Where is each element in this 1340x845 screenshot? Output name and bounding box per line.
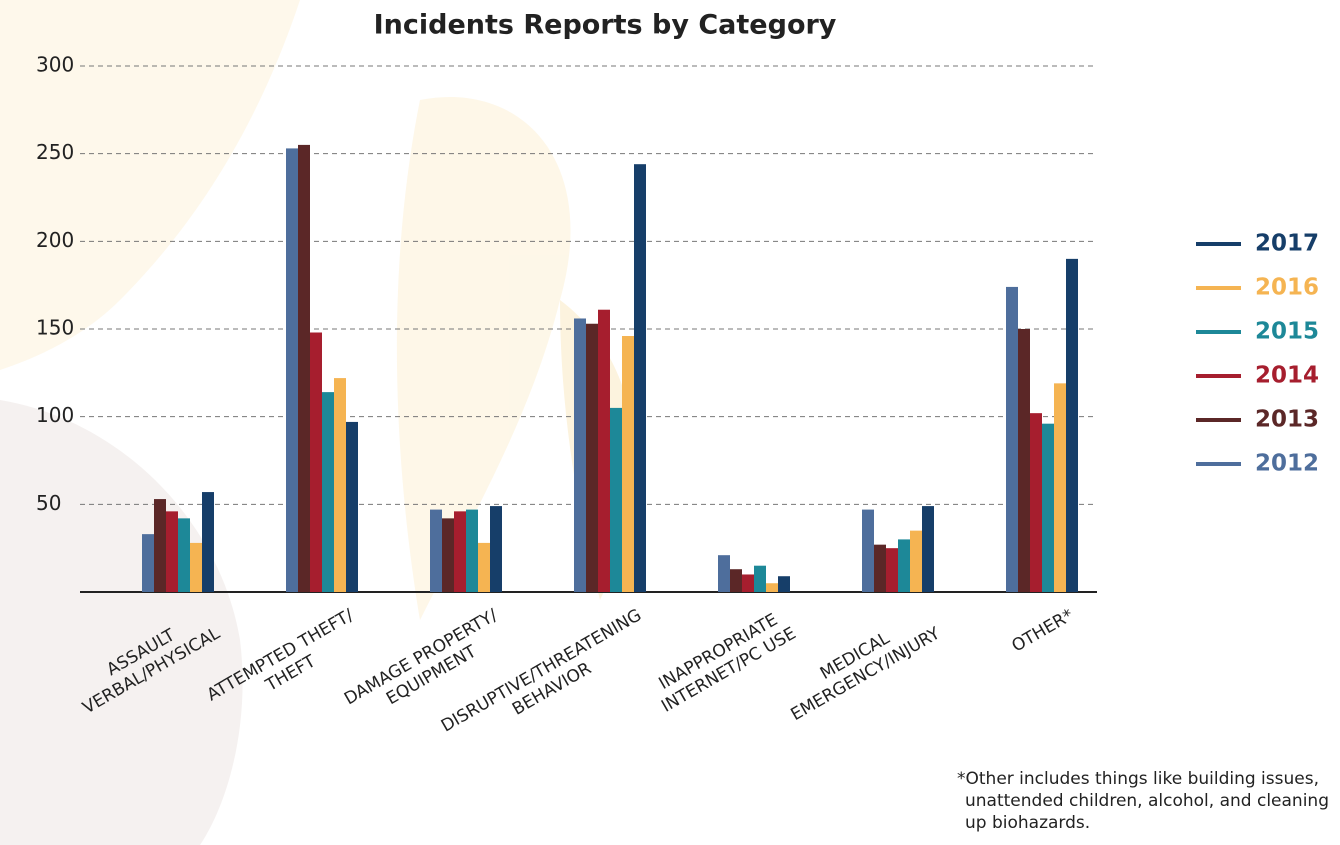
bar <box>430 509 442 592</box>
legend-label: 2015 <box>1255 319 1319 345</box>
bar <box>154 499 166 592</box>
y-tick-label: 300 <box>36 53 74 77</box>
bar <box>166 511 178 592</box>
bar <box>778 576 790 592</box>
bar <box>574 318 586 592</box>
bar <box>454 511 466 592</box>
bar <box>1054 383 1066 592</box>
background-decoration <box>0 0 635 845</box>
bar <box>862 509 874 592</box>
bar <box>490 506 502 592</box>
y-tick-label: 150 <box>36 316 74 340</box>
bar <box>310 332 322 592</box>
bar <box>286 148 298 592</box>
bar <box>346 421 358 592</box>
bar <box>1006 286 1018 592</box>
bar <box>874 544 886 592</box>
bar <box>466 509 478 592</box>
bar <box>190 542 202 592</box>
legend-label: 2017 <box>1255 231 1319 257</box>
bar <box>1066 258 1078 592</box>
footnote-line: up biohazards. <box>965 813 1090 833</box>
bar <box>754 565 766 592</box>
legend-label: 2012 <box>1255 451 1319 477</box>
bar <box>910 530 922 592</box>
bar <box>1030 413 1042 592</box>
legend-label: 2016 <box>1255 275 1319 301</box>
bar <box>178 518 190 592</box>
bar <box>586 323 598 592</box>
bar <box>610 407 622 592</box>
y-tick-label: 100 <box>36 403 74 427</box>
bar <box>766 583 778 592</box>
footnote-line: unattended children, alcohol, and cleani… <box>965 791 1329 811</box>
bar <box>334 378 346 592</box>
bar <box>886 548 898 592</box>
bar <box>142 534 154 592</box>
bar <box>1018 329 1030 592</box>
legend-label: 2013 <box>1255 407 1319 433</box>
bar <box>442 518 454 592</box>
bar <box>202 492 214 592</box>
footnote-line: *Other includes things like building iss… <box>957 769 1319 789</box>
bar <box>898 539 910 592</box>
chart-title: Incidents Reports by Category <box>374 10 837 41</box>
legend-label: 2014 <box>1255 363 1319 389</box>
bar <box>298 144 310 592</box>
bar <box>622 336 634 592</box>
y-tick-label: 200 <box>36 228 74 252</box>
bar <box>478 542 490 592</box>
x-tick-label-line: OTHER* <box>1008 605 1077 656</box>
bar <box>634 164 646 593</box>
bar <box>718 555 730 592</box>
footnote: *Other includes things like building iss… <box>957 769 1329 833</box>
y-tick-label: 50 <box>36 491 61 515</box>
x-tick-label: OTHER* <box>1008 605 1077 656</box>
bar <box>1042 423 1054 592</box>
bar <box>730 569 742 592</box>
y-tick-label: 250 <box>36 140 74 164</box>
bar <box>322 392 334 592</box>
bar <box>742 574 754 592</box>
bar <box>922 506 934 592</box>
bar <box>598 309 610 592</box>
